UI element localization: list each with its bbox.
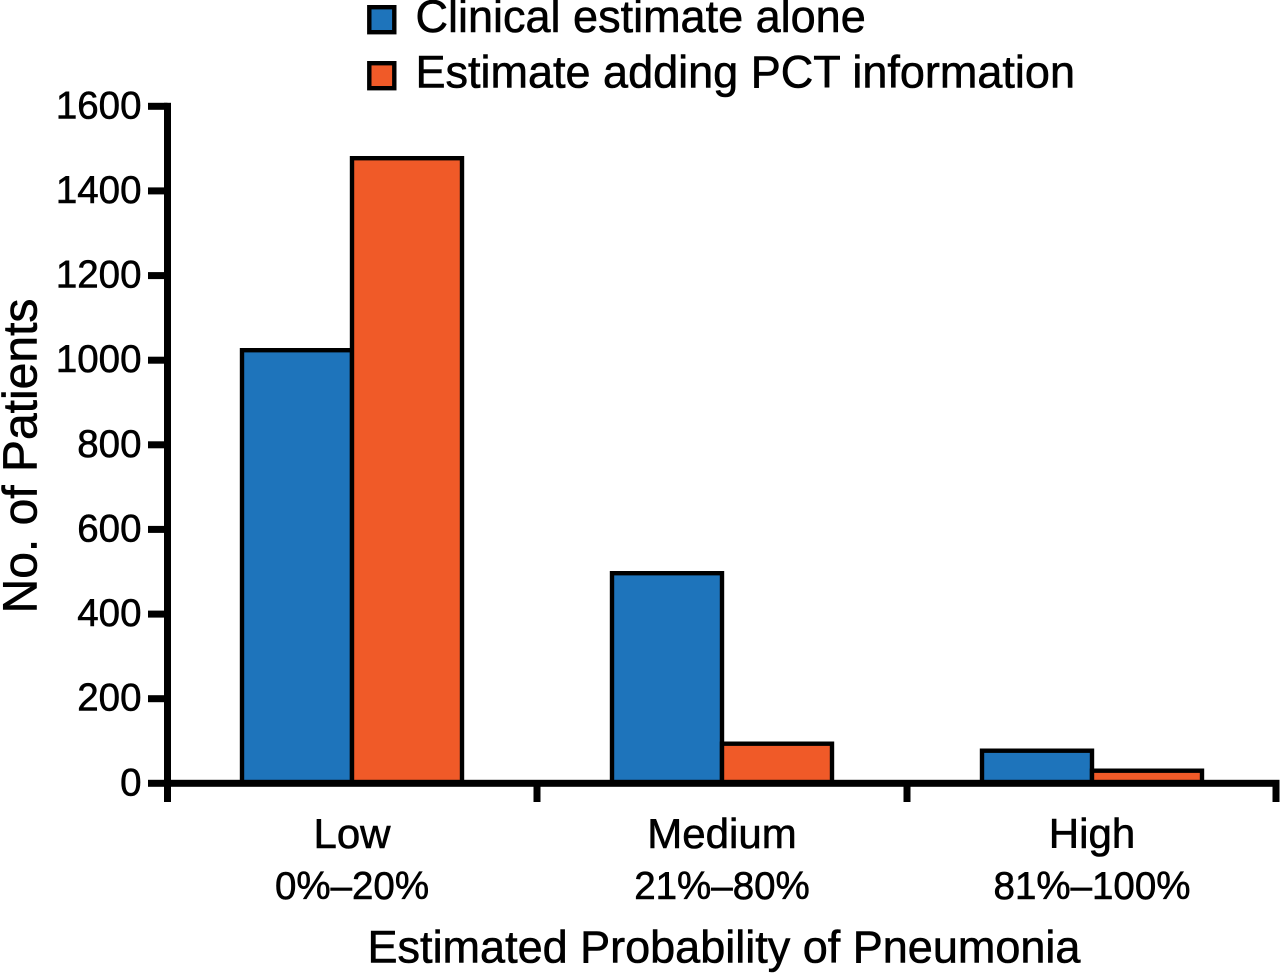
svg-text:1600: 1600: [56, 84, 142, 127]
svg-text:1400: 1400: [56, 169, 142, 212]
svg-text:Low: Low: [313, 810, 391, 857]
svg-text:21%–80%: 21%–80%: [634, 865, 810, 908]
svg-text:400: 400: [77, 592, 141, 635]
svg-text:800: 800: [77, 423, 141, 466]
svg-text:1000: 1000: [56, 338, 142, 381]
svg-text:81%–100%: 81%–100%: [994, 865, 1191, 908]
svg-text:No. of Patients: No. of Patients: [0, 299, 48, 614]
svg-text:1200: 1200: [56, 254, 142, 297]
svg-text:High: High: [1049, 810, 1135, 857]
svg-text:Medium: Medium: [647, 810, 796, 857]
svg-text:Estimate adding PCT informatio: Estimate adding PCT information: [416, 47, 1076, 98]
svg-text:Estimated Probability of Pneum: Estimated Probability of Pneumonia: [368, 922, 1082, 973]
svg-text:Clinical estimate alone: Clinical estimate alone: [416, 0, 866, 42]
svg-text:0%–20%: 0%–20%: [275, 865, 429, 908]
svg-text:200: 200: [77, 677, 141, 720]
svg-text:0: 0: [120, 761, 141, 804]
svg-text:600: 600: [77, 507, 141, 550]
